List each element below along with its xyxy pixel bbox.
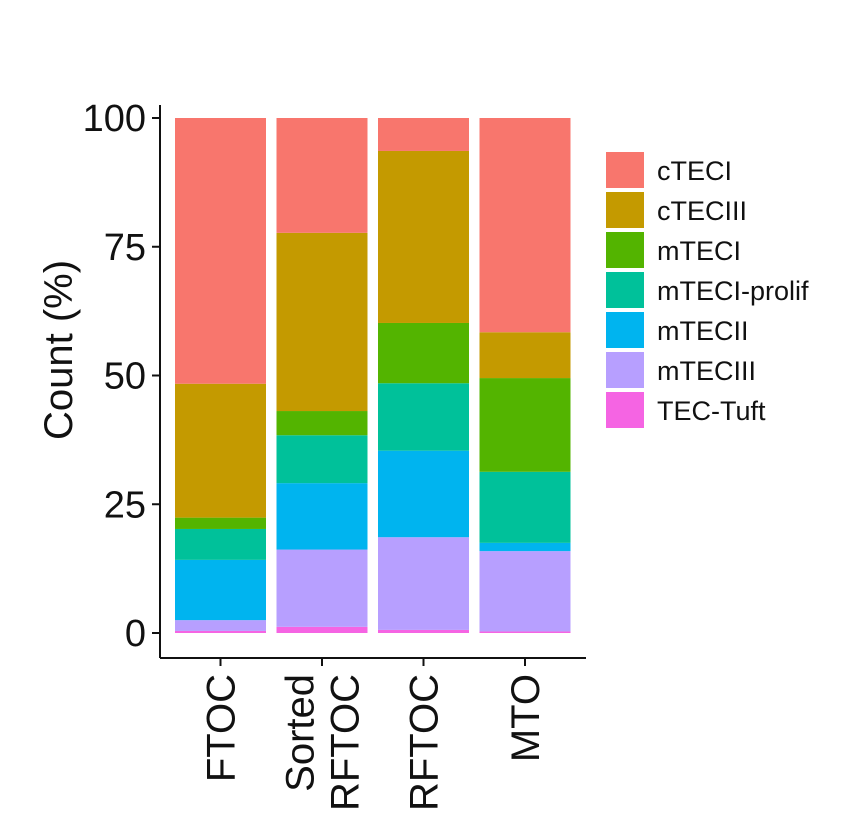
- bar-segment-mto-cteci: [479, 118, 571, 333]
- x-tick-label-mto: MTO: [504, 674, 548, 762]
- legend-label-mteciii: mTECIII: [657, 356, 756, 386]
- x-tick-label-ftoc: FTOC: [200, 674, 244, 782]
- legend-key-cteci: [606, 152, 644, 188]
- bar-segment-mto-mteci: [479, 378, 571, 472]
- legend-label-cteciii: cTECIII: [657, 196, 747, 226]
- bar-segment-sorted-rftoc-mteciii: [276, 549, 368, 627]
- bar-segment-rftoc-mteci: [378, 322, 469, 384]
- legend-key-cteciii: [606, 192, 644, 228]
- y-axis-label: Count (%): [37, 260, 81, 440]
- x-tick-label-sorted-rftoc-line2: RFTOC: [324, 674, 368, 811]
- bar-segment-mto-tec-tuft: [479, 631, 571, 633]
- bar-segment-rftoc-mteci-prolif: [378, 383, 469, 451]
- x-tick-label-rftoc: RFTOC: [403, 674, 447, 811]
- legend-key-tec-tuft: [606, 392, 644, 428]
- bar-segment-mto-mteci-prolif: [479, 471, 571, 543]
- bar-segment-ftoc-mteci-prolif: [175, 528, 266, 560]
- y-tick-label-75: 75: [104, 227, 146, 269]
- bar-segment-ftoc-mteciii: [175, 620, 266, 631]
- legend-label-mteci-prolif: mTECI-prolif: [657, 276, 809, 306]
- bar-segment-rftoc-mtecii: [378, 450, 469, 538]
- bar-segment-rftoc-cteciii: [378, 150, 469, 323]
- x-tick-label-sorted-rftoc-line1: Sorted: [279, 674, 323, 792]
- bar-segment-mto-mteciii: [479, 551, 571, 632]
- bar-segment-sorted-rftoc-tec-tuft: [276, 626, 368, 633]
- legend-label-mteci: mTECI: [657, 236, 741, 266]
- bar-segment-sorted-rftoc-cteciii: [276, 232, 368, 412]
- bar-segment-ftoc-cteci: [175, 118, 266, 384]
- legend-key-mteci: [606, 232, 644, 268]
- legend-key-mteci-prolif: [606, 272, 644, 308]
- bar-segment-rftoc-cteci: [378, 118, 469, 151]
- bar-segment-sorted-rftoc-cteci: [276, 118, 368, 233]
- bar-segment-sorted-rftoc-mtecii: [276, 483, 368, 550]
- legend-label-cteci: cTECI: [657, 156, 732, 186]
- y-tick-label-50: 50: [104, 356, 146, 398]
- y-tick-label-0: 0: [125, 613, 146, 655]
- legend-label-tec-tuft: TEC-Tuft: [657, 396, 766, 426]
- legend-key-mtecii: [606, 312, 644, 348]
- x-axis: FTOC Sorted RFTOC RFTOC MTO: [200, 658, 548, 811]
- legend-key-mteciii: [606, 352, 644, 388]
- bar-segment-rftoc-mteciii: [378, 537, 469, 630]
- bar-segment-ftoc-cteciii: [175, 383, 266, 518]
- y-axis: 0 25 50 75 100: [83, 98, 160, 655]
- bar-segment-mto-cteciii: [479, 332, 571, 379]
- legend-label-mtecii: mTECII: [657, 316, 749, 346]
- y-tick-label-100: 100: [83, 98, 146, 140]
- legend: cTECI cTECIII mTECI mTECI-prolif mTECII mTECI…: [606, 152, 809, 428]
- bar-segment-rftoc-tec-tuft: [378, 629, 469, 633]
- bar-segment-sorted-rftoc-mteci: [276, 411, 368, 436]
- bar-segment-ftoc-mtecii: [175, 559, 266, 621]
- bar-segment-mto-mtecii: [479, 542, 571, 552]
- bars-layer: [175, 118, 571, 633]
- bar-segment-sorted-rftoc-mteci-prolif: [276, 435, 368, 484]
- bar-segment-ftoc-tec-tuft: [175, 630, 266, 633]
- y-tick-label-25: 25: [104, 484, 146, 526]
- bar-segment-ftoc-mteci: [175, 517, 266, 529]
